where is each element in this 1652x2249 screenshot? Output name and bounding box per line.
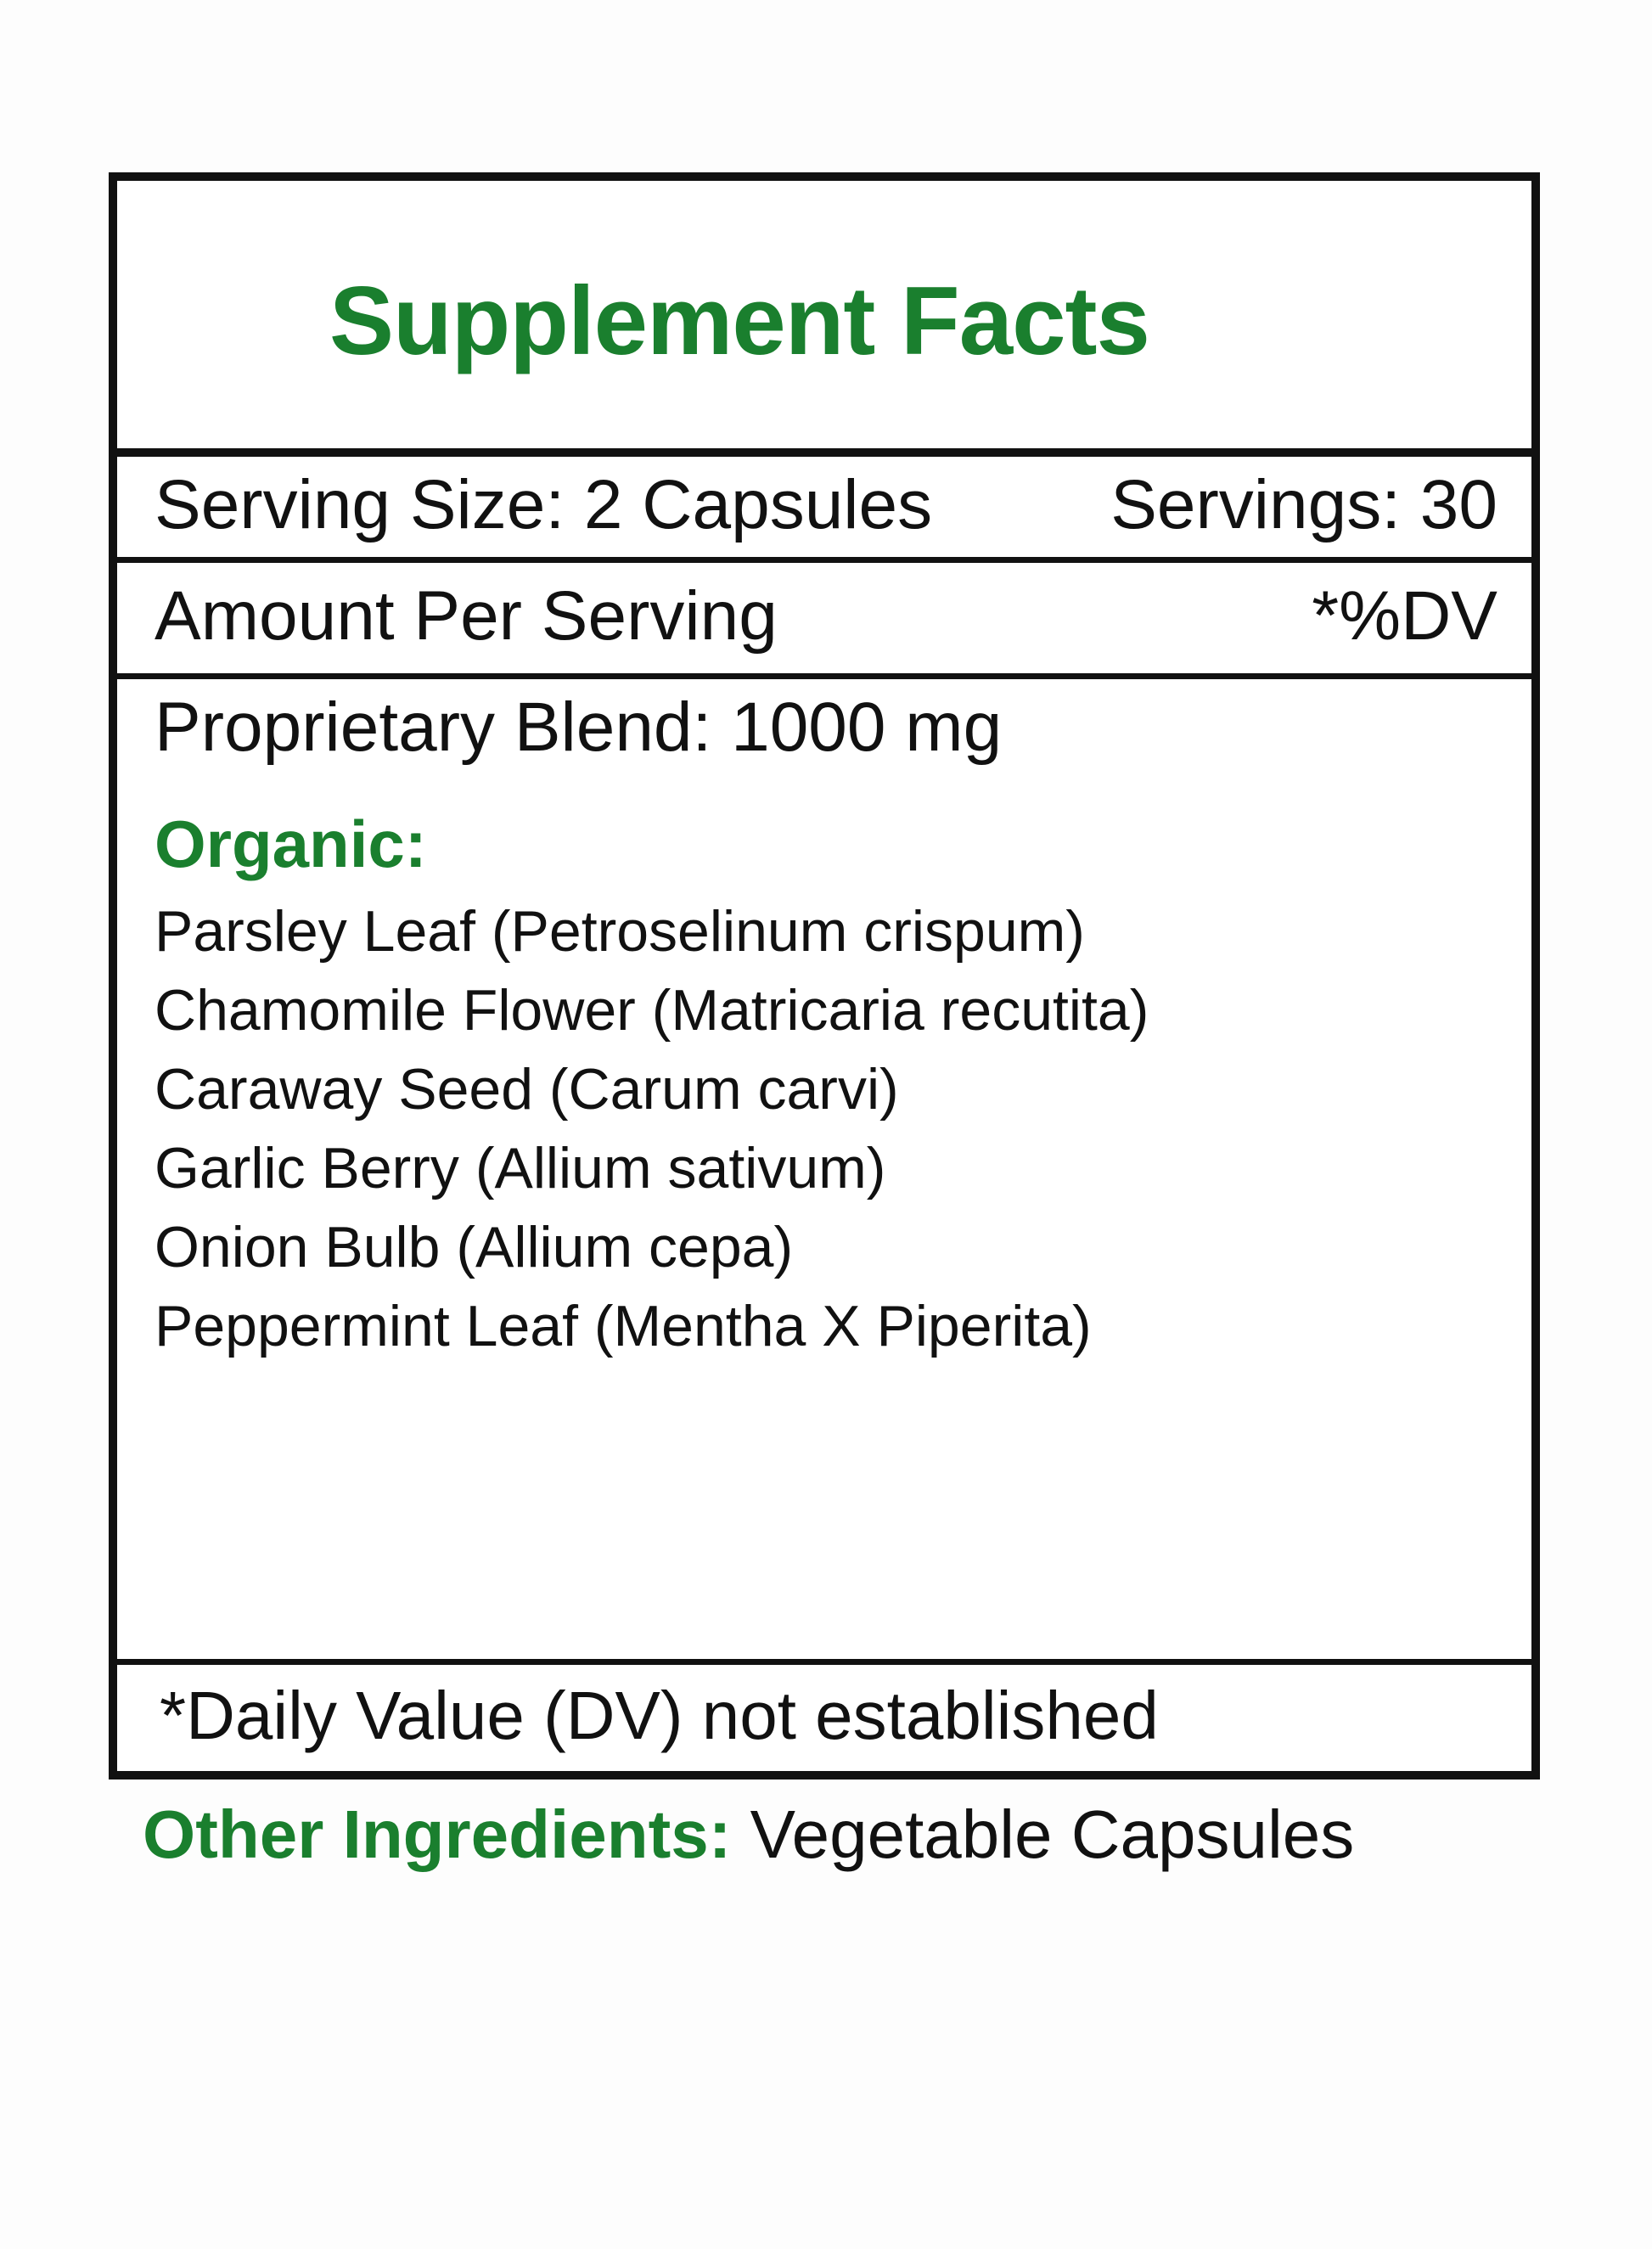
ingredient-item: Peppermint Leaf (Mentha X Piperita) — [155, 1294, 1092, 1358]
other-ingredients-value: Vegetable Capsules — [750, 1796, 1355, 1872]
serving-divider — [117, 557, 1531, 563]
dv-header: *%DV — [1312, 577, 1497, 655]
supplement-facts-panel: Supplement Facts Serving Size: 2 Capsule… — [109, 172, 1540, 1780]
panel-title: Supplement Facts — [329, 267, 1150, 375]
ingredient-item: Onion Bulb (Allium cepa) — [155, 1215, 794, 1279]
ingredient-item: Chamomile Flower (Matricaria recutita) — [155, 978, 1149, 1043]
ingredient-item: Garlic Berry (Allium sativum) — [155, 1136, 886, 1200]
ingredient-item: Parsley Leaf (Petroselinum crispum) — [155, 899, 1085, 964]
amount-header-row: Amount Per Serving *%DV — [155, 576, 1497, 656]
serving-row: Serving Size: 2 Capsules Servings: 30 — [155, 465, 1497, 545]
ingredient-list: Parsley Leaf (Petroselinum crispum) Cham… — [155, 892, 1149, 1366]
other-ingredients: Other Ingredients: Vegetable Capsules — [143, 1796, 1354, 1874]
amount-per-serving: Amount Per Serving — [155, 577, 778, 655]
ingredient-item: Caraway Seed (Carum carvi) — [155, 1057, 899, 1122]
proprietary-blend: Proprietary Blend: 1000 mg — [155, 689, 1003, 766]
footer-divider — [117, 1659, 1531, 1665]
daily-value-footnote: *Daily Value (DV) not established — [160, 1678, 1159, 1753]
other-ingredients-label: Other Ingredients: — [143, 1796, 732, 1872]
servings-count: Servings: 30 — [1110, 466, 1497, 543]
serving-size: Serving Size: 2 Capsules — [155, 466, 933, 543]
amount-divider — [117, 673, 1531, 679]
organic-label: Organic: — [155, 807, 427, 881]
title-divider — [117, 448, 1531, 457]
